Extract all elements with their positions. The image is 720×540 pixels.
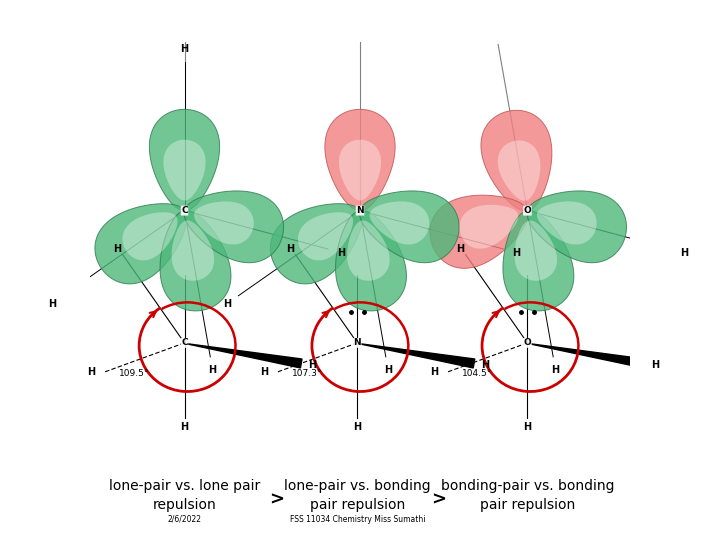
Text: H: H: [513, 247, 521, 258]
Polygon shape: [498, 140, 540, 201]
Text: 109.5°: 109.5°: [119, 369, 149, 378]
Polygon shape: [163, 140, 206, 200]
Polygon shape: [271, 204, 362, 284]
Polygon shape: [149, 110, 220, 211]
Text: H: H: [48, 299, 56, 308]
Text: repulsion: repulsion: [153, 498, 217, 512]
Polygon shape: [336, 211, 407, 311]
Polygon shape: [184, 191, 284, 263]
Text: N: N: [354, 339, 361, 347]
Polygon shape: [515, 220, 557, 281]
Text: H: H: [354, 422, 361, 432]
Text: 107.3°: 107.3°: [292, 369, 322, 378]
Text: H: H: [337, 247, 345, 258]
Polygon shape: [95, 204, 186, 284]
Polygon shape: [160, 211, 231, 311]
Text: H: H: [430, 367, 438, 377]
Text: N: N: [356, 206, 364, 215]
Text: O: O: [523, 339, 531, 347]
Polygon shape: [537, 201, 597, 245]
Text: H: H: [481, 360, 489, 370]
Text: lone-pair vs. lone pair: lone-pair vs. lone pair: [109, 479, 260, 493]
Polygon shape: [325, 110, 395, 211]
Text: H: H: [651, 360, 660, 370]
Polygon shape: [359, 191, 459, 263]
Text: FSS 11034 Chemistry Miss Sumathi: FSS 11034 Chemistry Miss Sumathi: [289, 515, 425, 524]
Text: H: H: [223, 299, 231, 308]
Polygon shape: [357, 343, 474, 368]
Text: H: H: [456, 244, 464, 254]
Text: 104.5°: 104.5°: [462, 369, 492, 378]
Text: H: H: [113, 244, 121, 254]
Text: H: H: [181, 422, 189, 432]
Polygon shape: [369, 201, 429, 245]
Polygon shape: [527, 191, 626, 263]
Text: H: H: [384, 365, 392, 375]
Text: H: H: [552, 365, 559, 375]
Polygon shape: [459, 205, 518, 249]
Polygon shape: [171, 220, 214, 281]
Text: pair repulsion: pair repulsion: [310, 498, 405, 512]
Text: 2/6/2022: 2/6/2022: [168, 515, 202, 524]
Text: H: H: [680, 247, 688, 258]
Text: lone-pair vs. bonding: lone-pair vs. bonding: [284, 479, 431, 493]
Polygon shape: [503, 211, 574, 311]
Polygon shape: [481, 110, 552, 211]
Text: H: H: [308, 360, 316, 370]
Text: H: H: [260, 367, 268, 377]
Text: C: C: [181, 339, 188, 347]
Text: pair repulsion: pair repulsion: [480, 498, 575, 512]
Text: H: H: [181, 44, 189, 53]
Text: H: H: [523, 422, 531, 432]
Polygon shape: [122, 212, 178, 260]
Polygon shape: [194, 201, 253, 245]
Text: H: H: [209, 365, 217, 375]
Polygon shape: [339, 140, 381, 200]
Text: >: >: [269, 490, 284, 509]
Polygon shape: [347, 220, 390, 281]
Text: C: C: [181, 206, 188, 215]
Polygon shape: [527, 343, 645, 368]
Polygon shape: [430, 195, 528, 268]
Polygon shape: [298, 212, 353, 260]
Text: bonding-pair vs. bonding: bonding-pair vs. bonding: [441, 479, 614, 493]
Text: H: H: [286, 244, 294, 254]
Text: O: O: [523, 206, 531, 215]
Polygon shape: [184, 343, 302, 368]
Text: >: >: [431, 490, 446, 509]
Text: H: H: [87, 367, 95, 377]
